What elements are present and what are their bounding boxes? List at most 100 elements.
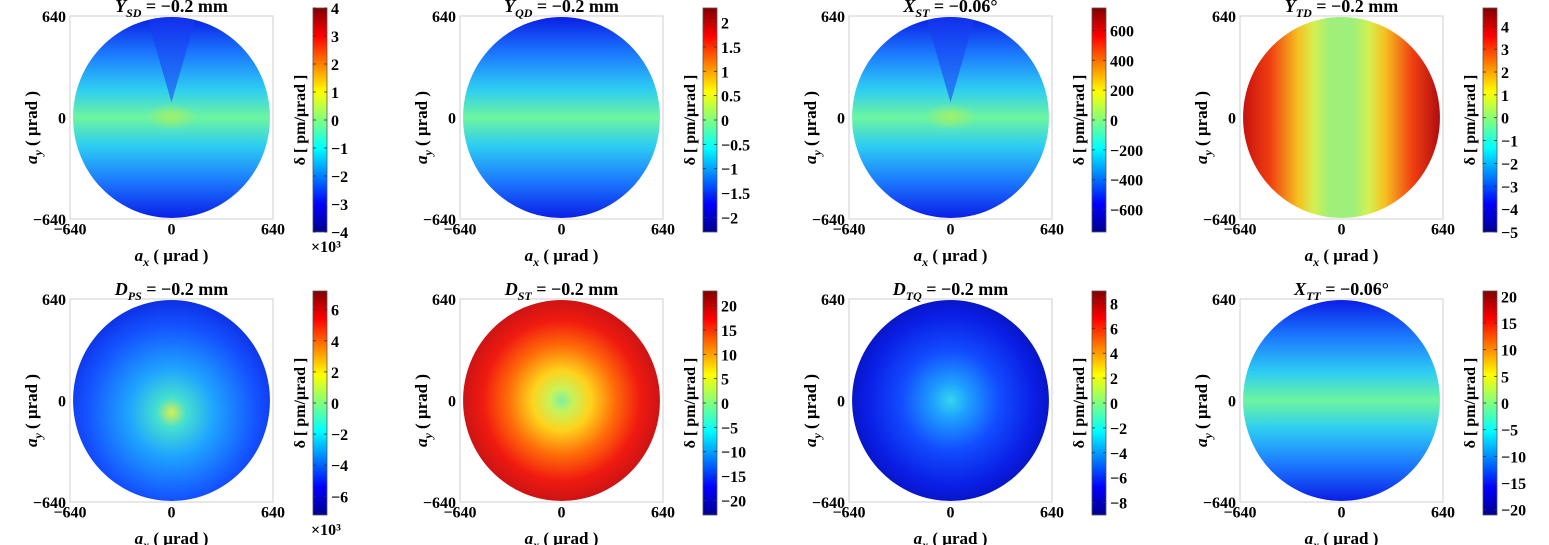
y-tick-label: 0 <box>837 111 845 128</box>
x-tick-label: 0 <box>1338 504 1346 521</box>
y-axis-label: ay ( μrad ) <box>412 91 435 164</box>
plot-frame <box>69 298 274 503</box>
y-axis-label-rest: ( μrad ) <box>412 374 431 433</box>
colorbar-tick-label: −2 <box>1110 421 1127 438</box>
colorbar-tick-label: −2 <box>331 427 348 444</box>
colorbar-label: δ [ pm/μrad ] <box>682 75 699 166</box>
colorbar-tick-label: 6 <box>1110 321 1118 338</box>
surface-center <box>127 95 216 140</box>
y-axis-label-subscript: y <box>421 433 435 441</box>
colorbar-tick-label: −2 <box>721 210 738 227</box>
colorbar-tick-label: 0 <box>721 113 729 130</box>
colorbar-tick-label: 0 <box>721 396 729 413</box>
y-axis-label-rest: ( μrad ) <box>412 91 431 150</box>
colorbar-tick-label: 3 <box>331 29 339 46</box>
x-tick-label: 640 <box>651 504 675 521</box>
panel-title-subscript: ST <box>518 289 533 303</box>
x-axis-label-subscript: x <box>532 255 539 269</box>
surface-center <box>906 95 995 140</box>
x-axis-label-rest: ( μrad ) <box>149 246 208 265</box>
x-tick-label: 0 <box>947 221 955 238</box>
y-axis-label-symbol: a <box>22 438 41 447</box>
panel-title: YTD = −0.2 mm <box>1285 0 1399 20</box>
y-tick-label: −640 <box>33 495 66 512</box>
colorbar-tick-label: −5 <box>1501 423 1518 440</box>
panel-title-rest: = −0.06° <box>929 0 997 16</box>
y-tick-label: 0 <box>58 394 66 411</box>
panel-title-symbol: Y <box>1285 0 1298 16</box>
colorbar-tick-label: −4 <box>1501 202 1518 219</box>
x-axis-label-symbol: a <box>525 246 534 265</box>
plot-frame <box>459 298 664 503</box>
panel-title: DTQ = −0.2 mm <box>892 279 1009 303</box>
y-tick-label: 640 <box>432 292 456 309</box>
panel-title-symbol: Y <box>115 0 128 16</box>
y-axis-label-symbol: a <box>22 155 41 164</box>
y-axis-label-subscript: y <box>810 150 824 158</box>
panel-title: DST = −0.2 mm <box>504 279 619 303</box>
heatmap-surface <box>463 300 660 501</box>
y-tick-label: 640 <box>42 9 66 26</box>
x-tick-label: 0 <box>558 504 566 521</box>
x-tick-label: −640 <box>832 504 865 521</box>
colorbar-tick-label: 2 <box>331 365 339 382</box>
colorbar-tick-label: −0.5 <box>721 137 750 154</box>
colorbar-tick-label: −4 <box>331 225 348 242</box>
colorbar-tick-label: 2 <box>1110 371 1118 388</box>
colorbar-tick-label: 0 <box>1501 396 1509 413</box>
y-axis-label-subscript: y <box>31 433 45 441</box>
x-axis-label-rest: ( μrad ) <box>928 246 987 265</box>
heatmap-surface <box>1243 300 1440 501</box>
plot-frame <box>848 298 1053 503</box>
colorbar-tick-label: −1 <box>1501 134 1518 151</box>
y-tick-label: 0 <box>448 394 456 411</box>
surface-fill <box>1243 17 1440 218</box>
panel-title: XST = −0.06° <box>902 0 997 20</box>
y-tick-label: 640 <box>821 9 845 26</box>
panel-title: XTT = −0.06° <box>1293 279 1389 303</box>
y-axis-label-subscript: y <box>1201 433 1215 441</box>
colorbar-tick-label: −200 <box>1110 143 1143 160</box>
y-axis-label-symbol: a <box>412 155 431 164</box>
colorbar-tick-label: −4 <box>331 458 348 475</box>
y-axis-label-rest: ( μrad ) <box>801 374 820 433</box>
y-axis-label-rest: ( μrad ) <box>22 91 41 150</box>
y-tick-label: −640 <box>33 212 66 229</box>
plot-frame <box>1239 298 1444 503</box>
y-axis-label-subscript: y <box>31 150 45 158</box>
colorbar-tick-label: 0 <box>1110 396 1118 413</box>
colorbar-tick-label: 2 <box>331 57 339 74</box>
plot-frame <box>848 15 1053 220</box>
x-axis-label-rest: ( μrad ) <box>1319 246 1378 265</box>
y-tick-label: −640 <box>1203 495 1236 512</box>
x-axis-label: ax ( μrad ) <box>135 246 209 269</box>
plot-frame <box>69 15 274 220</box>
y-axis-label: ay ( μrad ) <box>801 91 824 164</box>
panel-title: YSD = −0.2 mm <box>115 0 228 20</box>
y-tick-label: −640 <box>1203 212 1236 229</box>
x-tick-label: 0 <box>947 504 955 521</box>
colorbar-tick-label: 1.5 <box>721 40 741 57</box>
colorbar-tick-label: 5 <box>721 372 729 389</box>
colorbar-tick-label: −10 <box>1501 449 1526 466</box>
y-tick-label: 640 <box>1212 9 1236 26</box>
x-tick-label: −640 <box>443 504 476 521</box>
panel-title-rest: = −0.2 mm <box>1312 0 1399 16</box>
colorbar-tick-label: 4 <box>1110 346 1118 363</box>
y-axis-label-symbol: a <box>1192 155 1211 164</box>
panel-title-symbol: D <box>114 279 128 299</box>
colorbar-multiplier: ×10³ <box>311 522 341 539</box>
panel-title-symbol: Y <box>504 0 517 16</box>
y-axis-label: ay ( μrad ) <box>22 374 45 447</box>
y-axis-label: ay ( μrad ) <box>801 374 824 447</box>
x-tick-label: 640 <box>651 221 675 238</box>
colorbar-tick-label: −15 <box>1501 476 1526 493</box>
colorbar-label: δ [ pm/μrad ] <box>1462 358 1479 449</box>
heatmap-surface <box>73 17 270 218</box>
surface-fill <box>852 300 1049 501</box>
colorbar-tick-label: −2 <box>1501 156 1518 173</box>
surface-fill <box>73 300 270 501</box>
